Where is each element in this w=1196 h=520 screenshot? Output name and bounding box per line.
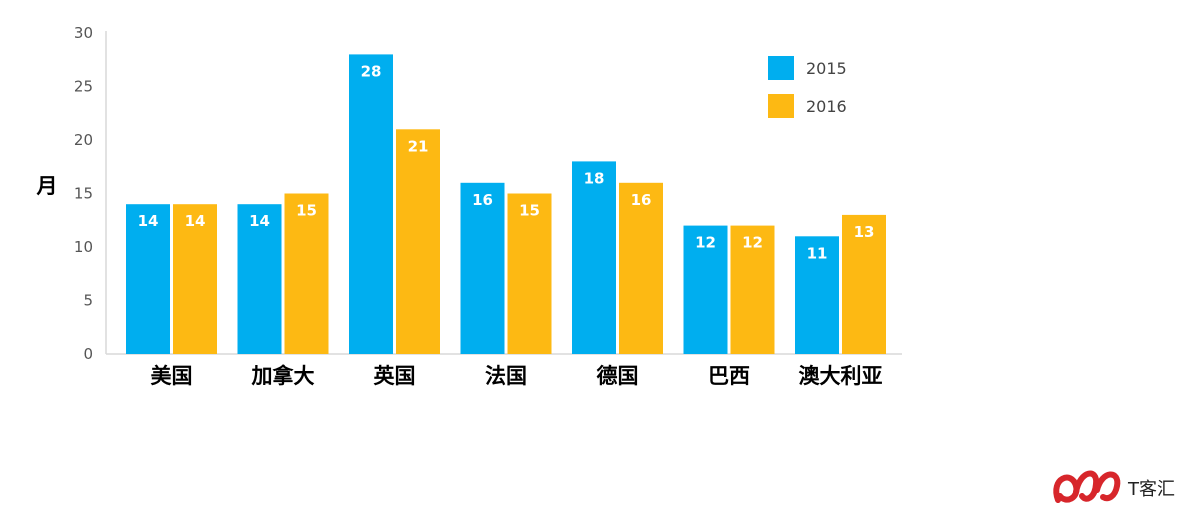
value-label: 14	[138, 212, 159, 230]
bar-2015-5	[683, 225, 728, 354]
bar-2016-5	[730, 225, 775, 354]
value-label: 12	[695, 234, 716, 252]
bar-2016-2	[396, 129, 440, 354]
y-tick-label: 15	[74, 185, 93, 203]
bar-2015-0	[126, 204, 170, 354]
bar-2015-2	[349, 54, 393, 355]
x-tick-label: 美国	[151, 364, 193, 388]
value-label: 11	[807, 244, 828, 262]
legend-label: 2015	[806, 59, 847, 78]
y-tick-label: 0	[83, 345, 93, 363]
bar-2016-3	[507, 193, 552, 354]
y-tick-label: 30	[74, 24, 93, 42]
value-label: 15	[519, 202, 540, 220]
logo-text: T客汇	[1127, 479, 1175, 500]
y-tick-label: 5	[83, 292, 93, 310]
y-axis-title: 月	[36, 174, 58, 198]
bar-2016-6	[842, 214, 886, 354]
bar-2015-1	[237, 204, 282, 354]
y-tick-label: 25	[74, 78, 93, 96]
value-label: 28	[361, 62, 382, 80]
x-tick-label: 德国	[597, 364, 639, 388]
x-tick-label: 巴西	[708, 364, 750, 388]
x-tick-label: 加拿大	[251, 364, 315, 388]
bar-2016-4	[619, 182, 663, 354]
labels: 14 14 美国 14 15 加拿大 28 21 英国 16 15 法国 18 16 德国 12 12 巴西 11 1…	[138, 62, 883, 388]
legend-label: 2016	[806, 97, 847, 116]
logo-mark-icon	[1053, 470, 1121, 503]
x-tick-label: 英国	[374, 364, 416, 388]
brand-logo: T客汇	[1053, 470, 1175, 503]
bars	[126, 54, 886, 355]
value-label: 13	[854, 223, 875, 241]
x-tick-label: 法国	[485, 364, 527, 388]
bar-2015-6	[795, 236, 839, 354]
value-label: 18	[584, 169, 605, 187]
value-label: 15	[296, 202, 317, 220]
y-tick-label: 20	[74, 131, 93, 149]
value-label: 14	[249, 212, 270, 230]
value-label: 16	[472, 191, 493, 209]
bar-2015-3	[460, 182, 505, 354]
bar-2015-4	[572, 161, 616, 354]
legend: 2015 2016	[768, 56, 847, 118]
value-label: 21	[408, 137, 429, 155]
bar-2016-1	[284, 193, 329, 354]
value-label: 14	[185, 212, 206, 230]
legend-swatch-2016	[768, 94, 794, 118]
x-tick-label: 澳大利亚	[799, 364, 883, 388]
y-tick-label: 10	[74, 238, 93, 256]
legend-swatch-2015	[768, 56, 794, 80]
bar-2016-0	[173, 204, 217, 354]
value-label: 12	[742, 234, 763, 252]
value-label: 16	[631, 191, 652, 209]
